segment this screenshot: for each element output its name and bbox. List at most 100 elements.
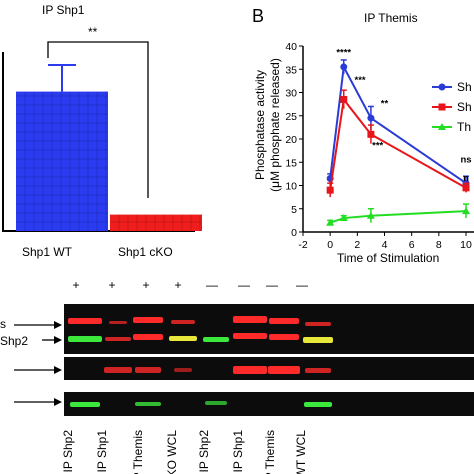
series-line	[329, 63, 467, 185]
treatment-sign: —	[266, 278, 278, 292]
lane-label: IP Themis	[131, 430, 145, 474]
blot-signs: + + + + — — — —	[72, 278, 308, 292]
treatment-sign: +	[174, 278, 181, 292]
x-tick-label: 2	[354, 239, 360, 251]
significance-annotation: **	[381, 98, 389, 109]
x-tick-label: 6	[409, 239, 415, 251]
bar	[16, 91, 108, 231]
blot-band	[68, 318, 102, 324]
blot-band	[109, 321, 127, 324]
blot-band	[135, 402, 161, 406]
panel-b-ylabel-1: Phosphatase activity	[253, 70, 267, 180]
x-tick-label: -2	[298, 239, 307, 251]
blot-band	[70, 402, 100, 407]
y-tick-label: 40	[285, 41, 297, 53]
blot-bands	[68, 316, 333, 407]
blot-band	[133, 334, 163, 340]
data-point	[340, 63, 348, 71]
blot-band	[233, 366, 267, 374]
blot-band	[233, 316, 267, 323]
significance-annotation: ***	[355, 75, 366, 86]
data-point	[462, 207, 470, 215]
y-tick-label: 20	[285, 134, 297, 146]
panel-b-title: IP Themis	[364, 11, 418, 25]
series-line	[329, 97, 467, 191]
blot-band	[268, 366, 300, 374]
lane-label: WT WCL	[294, 430, 308, 474]
blot-band	[205, 401, 227, 405]
significance-bracket	[47, 41, 149, 198]
blot-band	[133, 317, 163, 323]
y-tick-label: 5	[291, 204, 297, 216]
lane-label: KO WCL	[165, 430, 179, 474]
significance-label: **	[88, 25, 98, 39]
y-tick-label: 30	[285, 88, 297, 100]
blot-band	[303, 337, 333, 343]
bar	[110, 214, 202, 231]
legend-label: Sh	[457, 80, 472, 94]
blot-band	[105, 337, 131, 341]
blot-band	[203, 337, 229, 342]
blot-band	[304, 402, 332, 407]
treatment-sign: +	[72, 278, 79, 292]
lane-label: IP Shp1	[231, 430, 245, 473]
blot-band	[269, 334, 299, 340]
x-tick-label: 8	[436, 239, 442, 251]
panel-a-bars	[16, 63, 202, 231]
treatment-sign: —	[206, 278, 218, 292]
blot-panel: + + + + — — — — s Shp2 IP Shp2 IP Shp1 IP Themis K…	[0, 278, 474, 474]
lane-label: IP Shp2	[197, 430, 211, 473]
treatment-sign: —	[296, 278, 308, 292]
blot-lane-labels: IP Shp2 IP Shp1 IP Themis KO WCL IP Shp2 IP S…	[61, 430, 308, 474]
blot-band	[269, 318, 299, 324]
lane-label: IP Themis	[263, 430, 277, 474]
legend-marker	[438, 103, 446, 111]
y-tick-label: 10	[285, 181, 297, 193]
blot-band	[169, 336, 197, 341]
blot-band	[305, 322, 331, 326]
blot-band	[135, 367, 161, 373]
significance-annotation: ns	[460, 154, 471, 165]
data-point	[462, 184, 470, 192]
data-point	[326, 218, 335, 226]
blot-band	[171, 320, 195, 324]
y-tick-label: 35	[285, 64, 297, 76]
blot-band	[104, 367, 132, 373]
panel-b-ylabel-2: (μM phosphate released)	[268, 58, 282, 192]
legend-marker	[438, 123, 446, 130]
significance-annotation: n	[463, 173, 469, 184]
treatment-sign: +	[142, 278, 149, 292]
significance-annotation: ****	[336, 47, 351, 58]
panel-b-xlabel: Time of Stimulation	[337, 251, 439, 265]
x-tick-label: 0	[327, 239, 333, 251]
blot-band	[174, 368, 192, 372]
data-point	[339, 214, 348, 222]
bar-label-wt: Shp1 WT	[22, 245, 73, 259]
blot-band	[68, 336, 102, 342]
panel-b: B IP Themis Phosphatase activity (μM pho…	[252, 6, 474, 265]
blot-strip-3	[64, 392, 474, 416]
blot-label-themis: s	[0, 317, 6, 331]
panel-a: IP Shp1 ** Shp1 WT Shp1 cKO	[2, 3, 202, 259]
data-point	[326, 186, 334, 194]
legend-label: Sh	[457, 100, 472, 114]
y-tick-label: 0	[291, 227, 297, 239]
significance-annotation: ***	[372, 140, 383, 151]
lane-label: IP Shp1	[95, 430, 109, 473]
bar-label-cko: Shp1 cKO	[118, 245, 173, 259]
treatment-sign: +	[108, 278, 115, 292]
blot-arrows	[14, 321, 62, 406]
blot-label-shp2: Shp2	[0, 334, 28, 348]
x-tick-label: 10	[460, 239, 472, 251]
data-point	[367, 130, 375, 138]
y-tick-label: 15	[285, 157, 297, 169]
treatment-sign: —	[238, 278, 250, 292]
data-point	[340, 95, 348, 103]
blot-band	[305, 368, 331, 373]
legend-label: Th	[457, 120, 471, 134]
panel-b-letter: B	[252, 6, 264, 26]
legend-marker	[438, 83, 446, 91]
lane-label: IP Shp2	[61, 430, 75, 473]
